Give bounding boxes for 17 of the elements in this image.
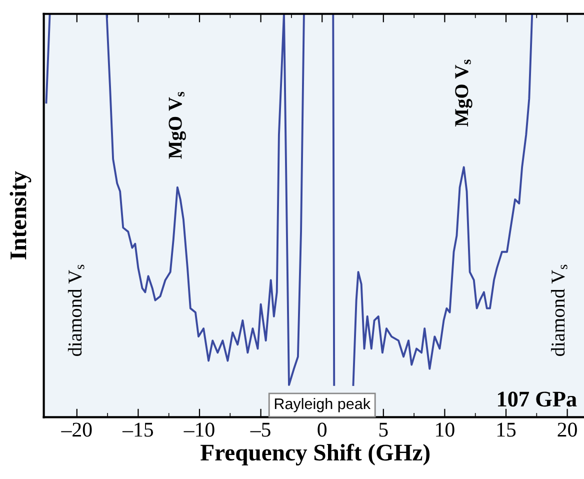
annotation: MgO V$_{s}$ (455, 60, 472, 126)
x-tick-label: 20 (558, 422, 577, 437)
x-tick-label: 5 (379, 422, 388, 437)
x-axis-title: Frequency Shift (GHz) (200, 444, 430, 466)
x-tick-label: 10 (436, 422, 454, 437)
x-tick-label: –5 (250, 422, 270, 437)
annotation: 107 GPa (498, 392, 577, 407)
x-tick-label: 15 (497, 422, 516, 437)
annotation: diamond V$_{s}$ (551, 264, 568, 356)
annotation: Rayleigh peak (274, 398, 371, 412)
annotation: MgO V$_{s}$ (168, 92, 186, 159)
x-tick-label: 0 (318, 422, 327, 437)
x-tick-label: –20 (61, 422, 92, 437)
x-tick-label: –15 (122, 422, 154, 437)
x-tick-label: –10 (184, 422, 214, 437)
y-axis-title: Intensity (10, 171, 32, 260)
annotation: diamond V$_{s}$ (68, 264, 84, 356)
